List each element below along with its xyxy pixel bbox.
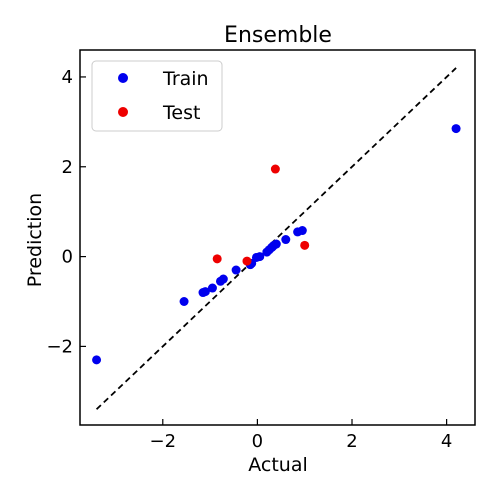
train-point — [451, 124, 461, 134]
axes-frame — [79, 49, 476, 426]
x-tick-label: 0 — [252, 431, 263, 452]
train-point — [255, 252, 265, 262]
legend: Train Test — [91, 60, 223, 132]
y-tick-label: 2 — [62, 157, 73, 178]
train-point — [92, 355, 102, 365]
plot-area: −2 0 2 4 −2 0 2 4 — [46, 49, 476, 452]
train-point — [207, 283, 217, 293]
train-point — [297, 226, 307, 236]
legend-marker-test — [118, 107, 128, 117]
x-tick-label: −2 — [150, 431, 177, 452]
test-point — [242, 256, 252, 266]
test-point — [212, 254, 222, 264]
train-point — [218, 274, 228, 284]
train-point — [231, 265, 241, 275]
train-point — [200, 287, 210, 297]
y-tick-label: 4 — [62, 67, 73, 88]
train-point — [281, 235, 291, 245]
train-point — [271, 239, 281, 249]
x-tick-label: 4 — [441, 431, 452, 452]
series-test — [212, 164, 310, 266]
test-point — [300, 240, 310, 250]
x-tick-label: 2 — [346, 431, 357, 452]
y-tick-label: 0 — [62, 247, 73, 268]
chart-title: Ensemble — [224, 23, 332, 48]
x-axis-label: Actual — [248, 454, 308, 476]
y-axis-label: Prediction — [24, 193, 46, 287]
train-point — [179, 296, 189, 306]
legend-marker-train — [118, 73, 128, 83]
series-train — [92, 124, 461, 365]
identity-line — [95, 67, 457, 410]
legend-label-train: Train — [162, 68, 209, 90]
legend-label-test: Test — [162, 102, 200, 124]
test-point — [270, 164, 280, 174]
y-tick-label: −2 — [46, 336, 73, 357]
